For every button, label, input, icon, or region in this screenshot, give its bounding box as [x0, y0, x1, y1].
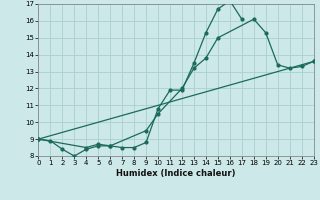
X-axis label: Humidex (Indice chaleur): Humidex (Indice chaleur) — [116, 169, 236, 178]
